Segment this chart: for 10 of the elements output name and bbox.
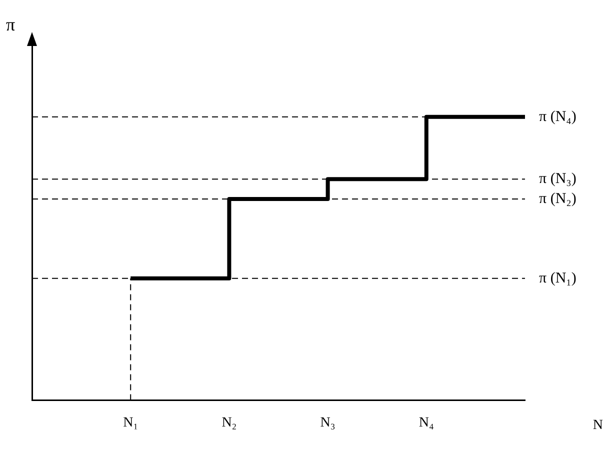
x-tick-label: N₂ <box>222 415 237 430</box>
y-axis-title: π <box>6 14 16 35</box>
x-tick-label: N₄ <box>418 415 434 430</box>
ref-line-label: π (N₂) <box>539 190 576 207</box>
x-axis-title: N <box>592 418 603 433</box>
x-tick-label: N₁ <box>123 415 138 430</box>
ref-line-label: π (N₄) <box>539 108 576 125</box>
ref-line-label: π (N₁) <box>539 270 576 286</box>
ref-line-label: π (N₃) <box>539 171 576 188</box>
x-tick-label: N₃ <box>320 415 336 430</box>
